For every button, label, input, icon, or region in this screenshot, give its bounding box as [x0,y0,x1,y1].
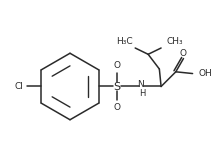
Text: H: H [139,89,146,98]
Text: O: O [114,61,121,70]
Text: Cl: Cl [15,82,24,91]
Text: H₃C: H₃C [116,37,133,46]
Text: N: N [137,80,144,89]
Text: S: S [113,81,121,91]
Text: OH: OH [199,69,213,78]
Text: O: O [180,49,187,58]
Text: O: O [114,103,121,112]
Text: CH₃: CH₃ [166,37,183,46]
